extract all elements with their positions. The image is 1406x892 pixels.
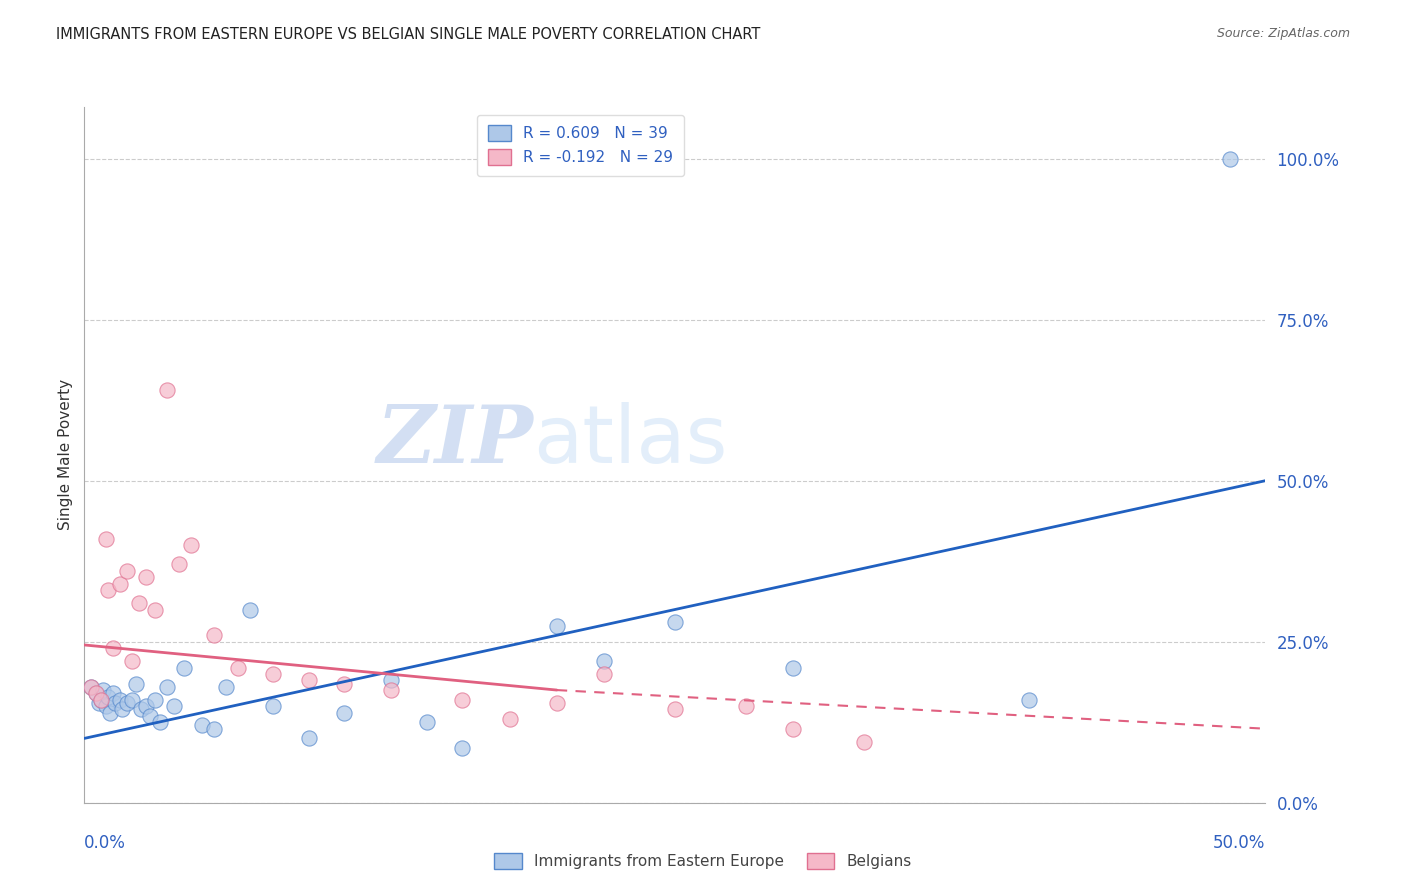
Point bbox=[180, 538, 202, 552]
Point bbox=[104, 696, 127, 710]
Point bbox=[135, 570, 157, 584]
Point bbox=[593, 654, 616, 668]
Point bbox=[128, 596, 150, 610]
Point bbox=[202, 628, 225, 642]
Point bbox=[121, 692, 143, 706]
Point bbox=[163, 699, 186, 714]
Point bbox=[108, 576, 131, 591]
Point bbox=[239, 602, 262, 616]
Text: IMMIGRANTS FROM EASTERN EUROPE VS BELGIAN SINGLE MALE POVERTY CORRELATION CHART: IMMIGRANTS FROM EASTERN EUROPE VS BELGIA… bbox=[56, 27, 761, 42]
Point bbox=[101, 641, 124, 656]
Point bbox=[91, 683, 114, 698]
Point bbox=[115, 564, 138, 578]
Text: atlas: atlas bbox=[533, 402, 727, 480]
Point bbox=[97, 690, 120, 704]
Point bbox=[226, 660, 249, 674]
Point bbox=[664, 702, 686, 716]
Y-axis label: Single Male Poverty: Single Male Poverty bbox=[58, 379, 73, 531]
Point bbox=[98, 706, 121, 720]
Point bbox=[115, 696, 138, 710]
Point bbox=[451, 741, 474, 756]
Point bbox=[125, 676, 148, 690]
Point bbox=[84, 686, 107, 700]
Point bbox=[84, 686, 107, 700]
Point bbox=[156, 384, 179, 398]
Legend: R = 0.609   N = 39, R = -0.192   N = 29: R = 0.609 N = 39, R = -0.192 N = 29 bbox=[477, 115, 683, 176]
Point bbox=[191, 718, 214, 732]
Text: 0.0%: 0.0% bbox=[84, 834, 127, 852]
Point bbox=[139, 708, 162, 723]
Point bbox=[298, 731, 321, 746]
Point bbox=[101, 686, 124, 700]
Point bbox=[451, 692, 474, 706]
Point bbox=[80, 680, 103, 694]
Text: 50.0%: 50.0% bbox=[1213, 834, 1265, 852]
Point bbox=[135, 699, 157, 714]
Point bbox=[333, 676, 356, 690]
Point bbox=[262, 667, 284, 681]
Point bbox=[121, 654, 143, 668]
Point bbox=[1018, 692, 1040, 706]
Point bbox=[333, 706, 356, 720]
Point bbox=[782, 722, 804, 736]
Point bbox=[97, 583, 120, 598]
Point bbox=[416, 715, 439, 730]
Point bbox=[546, 696, 568, 710]
Point bbox=[94, 532, 117, 546]
Point bbox=[298, 673, 321, 688]
Text: ZIP: ZIP bbox=[377, 402, 533, 480]
Point bbox=[852, 734, 875, 748]
Point bbox=[149, 715, 172, 730]
Point bbox=[87, 696, 110, 710]
Point bbox=[546, 618, 568, 632]
Point bbox=[1219, 152, 1241, 166]
Point bbox=[108, 692, 131, 706]
Point bbox=[664, 615, 686, 630]
Point bbox=[90, 692, 112, 706]
Point bbox=[94, 699, 117, 714]
Point bbox=[498, 712, 520, 726]
Point bbox=[734, 699, 756, 714]
Point bbox=[143, 692, 166, 706]
Point bbox=[215, 680, 238, 694]
Point bbox=[380, 673, 402, 688]
Legend: Immigrants from Eastern Europe, Belgians: Immigrants from Eastern Europe, Belgians bbox=[488, 847, 918, 875]
Point bbox=[380, 683, 402, 698]
Point bbox=[129, 702, 152, 716]
Point bbox=[90, 692, 112, 706]
Text: Source: ZipAtlas.com: Source: ZipAtlas.com bbox=[1216, 27, 1350, 40]
Point bbox=[593, 667, 616, 681]
Point bbox=[782, 660, 804, 674]
Point bbox=[80, 680, 103, 694]
Point bbox=[167, 558, 190, 572]
Point bbox=[111, 702, 134, 716]
Point bbox=[262, 699, 284, 714]
Point bbox=[143, 602, 166, 616]
Point bbox=[173, 660, 195, 674]
Point bbox=[202, 722, 225, 736]
Point bbox=[156, 680, 179, 694]
